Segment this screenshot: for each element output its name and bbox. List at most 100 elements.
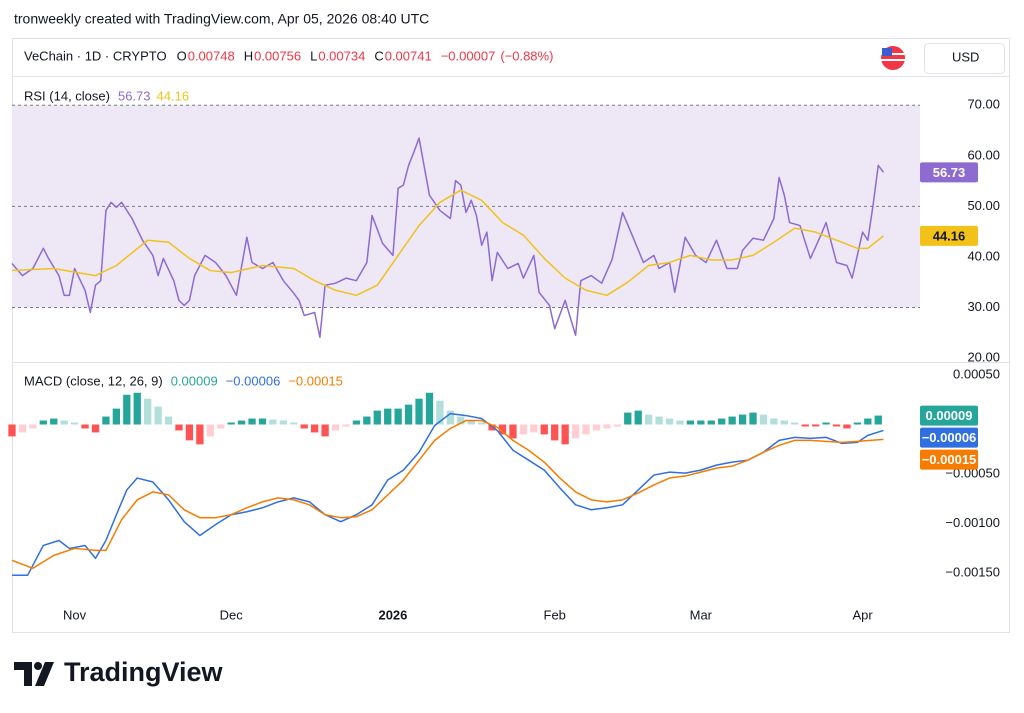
- histogram-bar: [237, 420, 246, 425]
- histogram-bar: [144, 398, 152, 425]
- change: −0.00007: [441, 48, 496, 63]
- currency: USD: [952, 49, 979, 64]
- macd-line: [12, 412, 884, 576]
- ohlc-value: 0.00734: [318, 48, 365, 63]
- histogram-bar: [832, 424, 841, 427]
- symbol: VeChain · 1D · CRYPTO: [24, 48, 167, 63]
- brand-name: TradingView: [64, 657, 224, 687]
- histogram-bar: [780, 420, 788, 425]
- x-tick-label: Dec: [220, 607, 244, 622]
- last-value-badge: −0.00006: [922, 430, 977, 445]
- histogram-bar: [540, 424, 548, 435]
- histogram-bar: [853, 422, 862, 425]
- histogram-bar: [269, 419, 277, 425]
- histogram-bar: [185, 424, 194, 441]
- histogram-bar: [561, 424, 569, 445]
- histogram-bar: [843, 424, 851, 429]
- y-tick-label: 20.00: [967, 349, 1000, 364]
- histogram-bar: [644, 414, 653, 425]
- histogram-bar: [352, 420, 361, 425]
- histogram-bar: [592, 424, 601, 431]
- histogram-bar: [311, 424, 319, 433]
- histogram-bar: [175, 424, 183, 431]
- histogram-bar: [18, 424, 27, 433]
- histogram-bar: [864, 418, 872, 425]
- histogram-bar: [217, 424, 225, 429]
- histogram-bar: [488, 424, 496, 431]
- y-tick-label: −0.00150: [945, 565, 1000, 580]
- histogram-bar: [791, 422, 799, 425]
- histogram-bar: [133, 392, 141, 425]
- histogram-bar: [342, 424, 350, 427]
- histogram-bar: [29, 424, 37, 429]
- histogram-bar: [811, 424, 820, 427]
- flag-icon: [881, 46, 905, 70]
- rsi-line: [11, 137, 885, 339]
- histogram-bar: [164, 416, 173, 425]
- ohlc-label: C: [374, 48, 383, 63]
- histogram-bar: [634, 410, 642, 425]
- last-value-badge-bg: [920, 162, 978, 183]
- histogram-bar: [91, 424, 100, 433]
- histogram-bar: [665, 418, 674, 425]
- histogram-bar: [394, 408, 402, 425]
- histogram-bar: [530, 424, 538, 433]
- histogram-bar: [801, 424, 809, 427]
- brand-logo: [14, 662, 54, 686]
- last-value-badge-bg: [920, 225, 978, 246]
- ohlc-value: 0.00748: [188, 48, 235, 63]
- last-value-badge: 56.73: [933, 165, 966, 180]
- histogram-bar: [154, 406, 162, 425]
- histogram-bar: [227, 422, 235, 425]
- chart-frame: [12, 38, 1010, 633]
- y-tick-label: 60.00: [967, 147, 1000, 162]
- last-value-badge-bg: [920, 427, 978, 448]
- histogram-bar: [39, 420, 47, 425]
- last-value-badge: 0.00009: [926, 408, 973, 423]
- histogram-bar: [363, 416, 371, 425]
- histogram-bar: [613, 424, 621, 427]
- rsi-line: [11, 189, 884, 297]
- histogram-bar: [331, 424, 340, 431]
- histogram-bar: [571, 424, 580, 439]
- histogram-bar: [728, 416, 736, 425]
- ohlc-label: L: [310, 48, 317, 63]
- histogram-bar: [8, 424, 16, 437]
- histogram-bar: [123, 394, 131, 425]
- ohlc-label: O: [177, 48, 187, 63]
- histogram-bar: [686, 420, 695, 425]
- histogram-bar: [457, 416, 465, 425]
- x-tick-label: Nov: [63, 607, 87, 622]
- x-tick-label: Feb: [544, 607, 566, 622]
- histogram-bar: [60, 420, 68, 425]
- y-tick-label: 0.00050: [953, 366, 1000, 381]
- legend-value: −0.00006: [226, 373, 281, 388]
- currency-button[interactable]: [924, 43, 1005, 74]
- histogram-bar: [425, 392, 434, 425]
- histogram-bar: [112, 408, 121, 425]
- histogram-bar: [519, 424, 528, 435]
- histogram-bar: [258, 418, 267, 425]
- y-tick-label: 70.00: [967, 97, 1000, 112]
- last-value-badge-bg: [920, 405, 978, 426]
- histogram-bar: [603, 424, 611, 429]
- macd-line: [11, 419, 884, 570]
- pane-title: MACD (close, 12, 26, 9): [24, 373, 163, 388]
- histogram-bar: [697, 420, 705, 425]
- histogram-bar: [81, 424, 89, 429]
- histogram-bar: [384, 408, 392, 425]
- histogram-bar: [738, 414, 747, 425]
- histogram-bar: [415, 398, 423, 425]
- histogram-bar: [206, 424, 214, 437]
- histogram-bar: [446, 410, 454, 425]
- histogram-bar: [582, 424, 590, 435]
- histogram-bar: [248, 418, 256, 425]
- histogram-bar: [707, 420, 715, 425]
- y-tick-label: −0.00100: [945, 515, 1000, 530]
- histogram-bar: [290, 422, 298, 425]
- histogram-bar: [373, 410, 381, 425]
- histogram-bar: [70, 422, 79, 425]
- histogram-bar: [822, 422, 830, 425]
